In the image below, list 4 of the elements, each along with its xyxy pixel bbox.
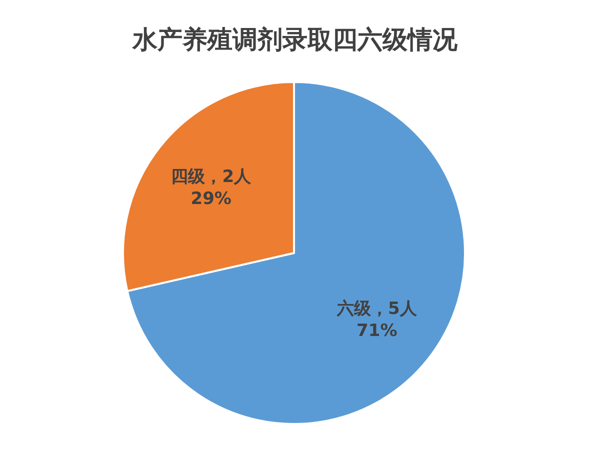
slice-label: 六级，5人 71% [336, 299, 418, 342]
chart-title: 水产养殖调剂录取四六级情况 [132, 25, 458, 54]
slice-label: 四级，2人 29% [171, 166, 252, 209]
pie-slice [126, 81, 466, 425]
